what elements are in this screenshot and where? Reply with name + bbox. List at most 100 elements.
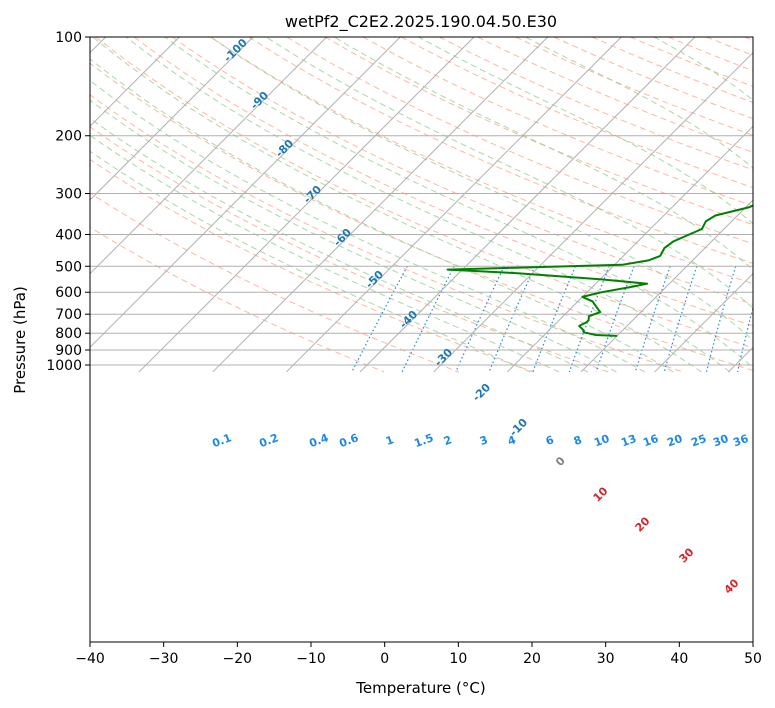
moist-adiabat-line: [210, 37, 753, 341]
mixing-ratio-lines: [351, 266, 775, 373]
isotherm-line: [212, 37, 549, 373]
moist-adiabat-line: [164, 37, 753, 369]
moist-adiabat-line: [90, 79, 646, 373]
isotherm-line: [507, 125, 753, 373]
moist-adiabat-label: 0: [553, 454, 568, 469]
mixing-ratio-label: 3: [478, 433, 490, 448]
y-tick-label: 300: [55, 186, 82, 202]
y-tick-label: 800: [55, 326, 82, 342]
mixing-ratio-line: [532, 266, 577, 373]
dewpoint-line: [446, 204, 753, 337]
mixing-ratio-label: 0.4: [307, 431, 330, 450]
mixing-ratio-label: 1.5: [412, 431, 435, 450]
dry-adiabat-label: -80: [273, 137, 296, 160]
x-axis-label: Temperature (°C): [355, 679, 485, 697]
dry-adiabat-line: [172, 37, 753, 305]
x-tick-label: −40: [75, 651, 105, 667]
y-tick-label: 700: [55, 307, 82, 323]
mixing-ratio-label: 8: [572, 433, 584, 448]
annotation-labels: -100-90-80-70-60-50-40-30-20-100.1 0.2 0.4…: [210, 37, 750, 597]
moist-adiabat-line: [90, 134, 560, 373]
mixing-ratio-label: 6: [544, 433, 556, 448]
dry-adiabat-label: -60: [331, 226, 354, 249]
dry-adiabat-line: [248, 37, 753, 264]
isotherm-line: [90, 37, 254, 201]
chart-title: wetPf2_C2E2.2025.190.04.50.E30: [285, 12, 557, 32]
x-tick-label: 0: [380, 651, 389, 667]
y-tick-label: 1000: [46, 358, 82, 374]
dry-adiabat-line: [90, 192, 460, 373]
isotherm-line: [138, 37, 475, 373]
moist-adiabat-label: 40: [722, 576, 742, 596]
dry-adiabat-line: [439, 37, 753, 171]
mixing-ratio-line: [455, 266, 505, 373]
y-tick-label: 200: [55, 129, 82, 145]
y-tick-label: 500: [55, 259, 82, 275]
dry-adiabat-line: [668, 37, 753, 72]
mixing-ratio-label: 0.2: [257, 431, 280, 450]
mixing-ratio-line: [488, 266, 536, 373]
x-tick-label: −10: [296, 651, 326, 667]
y-tick-label: 600: [55, 285, 82, 301]
y-tick-label: 400: [55, 227, 82, 243]
y-axis-label: Pressure (hPa): [11, 286, 29, 394]
mixing-ratio-label: 36: [731, 432, 750, 450]
mixing-ratio-line: [737, 305, 753, 373]
x-tick-label: 50: [744, 651, 762, 667]
isotherm-line: [654, 272, 753, 373]
dry-adiabat-label: -40: [397, 308, 420, 331]
dry-adiabat-line: [210, 37, 753, 285]
plot-area: -100-90-80-70-60-50-40-30-20-100.1 0.2 0.4…: [90, 37, 775, 597]
mixing-ratio-label: 2: [442, 433, 454, 448]
dry-adiabat-line: [133, 37, 753, 327]
moist-adiabat-label: 10: [591, 484, 611, 504]
moist-adiabat-label: 20: [633, 514, 653, 534]
dry-adiabat-label: -30: [432, 346, 455, 369]
dry-adiabat-label: -90: [248, 89, 271, 112]
moist-adiabat-line: [418, 37, 753, 225]
moist-adiabat-line: [265, 37, 753, 309]
mixing-ratio-label: 13: [619, 432, 638, 449]
x-tick-label: 40: [670, 651, 688, 667]
mixing-ratio-label: 30: [711, 432, 730, 450]
isobar-gridlines: [90, 135, 753, 366]
mixing-ratio-line: [634, 266, 671, 373]
mixing-ratio-label: 20: [665, 432, 684, 450]
isotherm-line: [90, 37, 180, 128]
moist-adiabat-line: [90, 150, 531, 373]
moist-adiabat-line: [524, 37, 753, 169]
x-tick-label: 20: [523, 651, 541, 667]
isotherm-line: [286, 37, 622, 373]
sounding-traces: [446, 204, 753, 337]
mixing-ratio-line: [351, 266, 408, 373]
y-tick-label: 100: [55, 30, 82, 46]
isotherm-line: [728, 346, 753, 373]
isotherm-line: [359, 37, 696, 373]
dry-adiabat-line: [90, 62, 753, 372]
x-tick-label: −30: [149, 651, 179, 667]
mixing-ratio-label: 4: [506, 433, 518, 448]
moist-adiabat-line: [90, 117, 589, 373]
moist-adiabat-label: 30: [677, 545, 697, 565]
plot-frame: [89, 36, 754, 643]
isotherm-lines: [90, 37, 753, 373]
dry-adiabat-line: [90, 158, 534, 373]
mixing-ratio-line: [663, 266, 698, 373]
moist-adiabat-line: [90, 58, 674, 373]
dry-adiabat-line: [591, 37, 753, 103]
mixing-ratio-label: 0.6: [337, 431, 360, 450]
dry-adiabat-line: [286, 37, 753, 245]
moist-adiabat-line: [125, 37, 731, 373]
moist-adiabat-line: [92, 37, 702, 373]
x-tick-label: −20: [223, 651, 253, 667]
mixing-ratio-line: [762, 266, 775, 372]
mixing-ratio-line: [705, 266, 737, 373]
x-tick-label: 10: [449, 651, 467, 667]
y-tick-label: 900: [55, 343, 82, 359]
mixing-ratio-label: 1: [384, 433, 396, 448]
moist-adiabat-line: [90, 99, 617, 373]
dry-adiabat-line: [324, 37, 753, 226]
isotherm-line: [90, 37, 401, 349]
isotherm-line: [433, 51, 753, 373]
